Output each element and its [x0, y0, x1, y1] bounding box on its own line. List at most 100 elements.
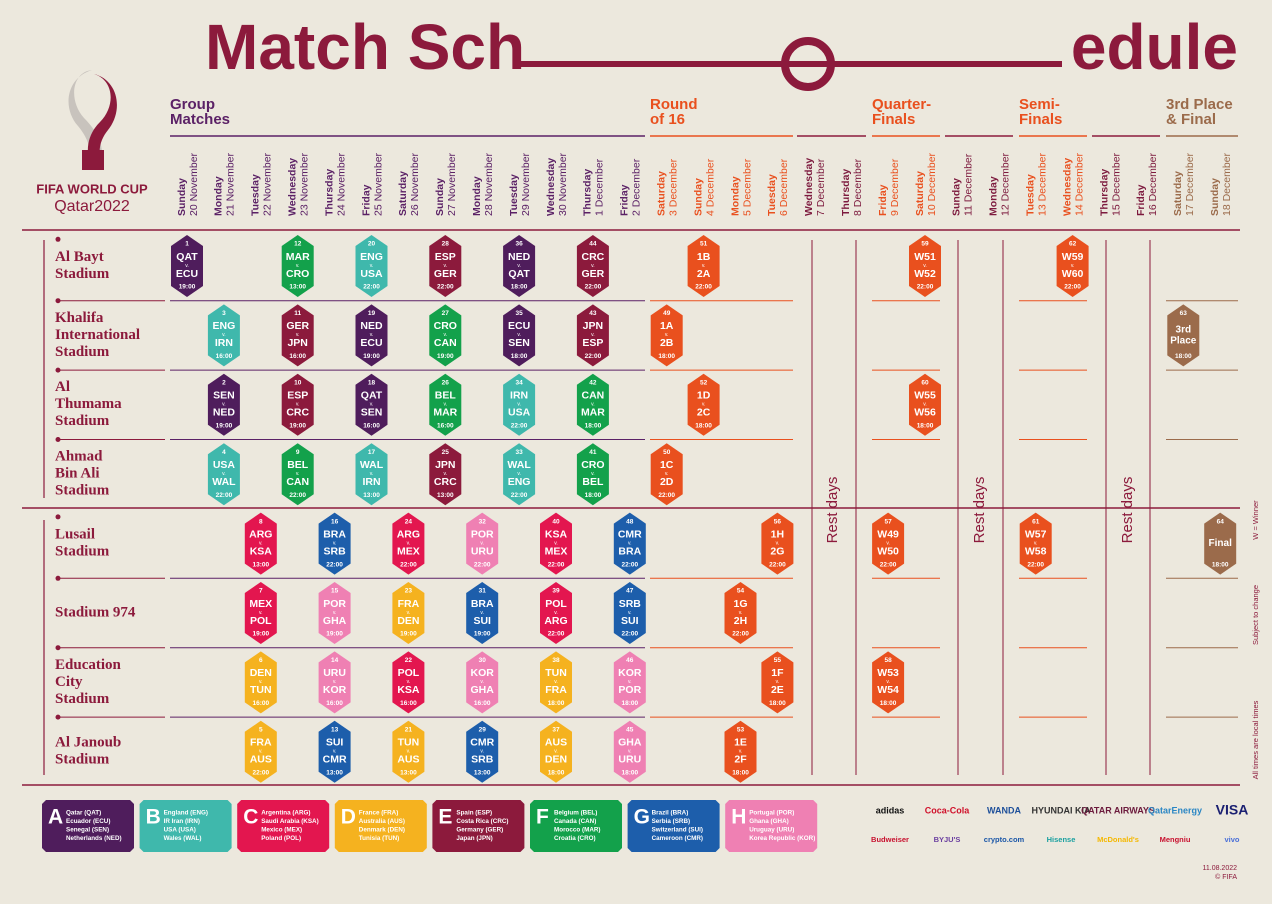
- match-badge: [576, 373, 609, 436]
- match-badge: [1204, 512, 1237, 575]
- away-team: ECU: [360, 337, 382, 349]
- away-team: BEL: [582, 476, 604, 488]
- kickoff-time: 13:00: [474, 770, 491, 777]
- match-badge: [576, 443, 609, 506]
- versus: v.: [296, 471, 300, 477]
- kickoff-time: 18:00: [548, 700, 565, 707]
- versus: v.: [222, 471, 226, 477]
- kickoff-time: 22:00: [363, 284, 380, 291]
- match-badge: [355, 235, 388, 297]
- home-team: W49: [877, 528, 899, 540]
- kickoff-time: 22:00: [880, 561, 897, 568]
- home-team: QAT: [176, 251, 198, 263]
- match-number: 18: [368, 380, 376, 387]
- group-team: Brazil (BRA): [652, 810, 689, 817]
- kickoff-time: 22:00: [326, 561, 343, 568]
- weekday: Sunday: [951, 178, 963, 216]
- weekday: Monday: [729, 176, 741, 216]
- match-badge: [392, 512, 425, 575]
- away-team: ESP: [582, 337, 603, 349]
- match-badge: [613, 720, 646, 783]
- kickoff-time: 22:00: [769, 561, 786, 568]
- match-badge: [503, 373, 536, 436]
- kickoff-time: 18:00: [917, 423, 934, 430]
- stadium-name: Stadium: [55, 344, 110, 360]
- row-dot: [55, 236, 61, 242]
- match-badge: [540, 720, 572, 783]
- stadium-name: Stadium: [55, 752, 110, 768]
- away-team: AUS: [397, 754, 419, 766]
- group-team: Qatar (QAT): [66, 810, 101, 817]
- match-number: 40: [552, 518, 560, 525]
- group-box: [42, 800, 134, 852]
- stadium-name: Bin Ali: [55, 466, 100, 482]
- away-team: CRC: [286, 407, 309, 419]
- match-number: 64: [1217, 518, 1225, 525]
- versus: v.: [333, 679, 337, 685]
- versus: v.: [517, 402, 521, 408]
- match-number: 30: [479, 657, 487, 664]
- versus: v.: [591, 332, 595, 338]
- weekday: Tuesday: [766, 174, 778, 216]
- match: 52 1Dv.2C 18:00: [687, 373, 720, 436]
- home-team: KOR: [618, 667, 642, 679]
- kickoff-time: 22:00: [511, 423, 528, 430]
- match-badge: [724, 582, 757, 644]
- kickoff-time: 18:00: [621, 700, 638, 707]
- away-team: SEN: [361, 407, 383, 419]
- match-badge: [687, 235, 720, 297]
- date: 20 November: [188, 152, 200, 216]
- home-team: GER: [286, 320, 309, 332]
- away-team: BRA: [618, 545, 641, 557]
- date: 27 November: [446, 152, 458, 216]
- away-team: 2F: [734, 754, 747, 766]
- weekday: Sunday: [176, 178, 188, 216]
- match-badge: [318, 582, 351, 644]
- away-team: 2A: [697, 268, 711, 280]
- match-number: 28: [442, 241, 450, 248]
- sponsor: HYUNDAI KIA: [1031, 805, 1091, 815]
- match-badge: [576, 304, 609, 367]
- kickoff-time: 13:00: [363, 492, 380, 499]
- match-number: 62: [1069, 241, 1077, 248]
- stage-label: Finals: [872, 111, 915, 128]
- date: 17 December: [1184, 152, 1196, 216]
- versus: v.: [517, 332, 521, 338]
- away-team: W56: [914, 407, 936, 419]
- kickoff-time: 22:00: [548, 561, 565, 568]
- away-team: IRN: [362, 476, 380, 488]
- home-team: W59: [1062, 251, 1084, 263]
- home-team: AUS: [545, 737, 567, 749]
- away-team: SEN: [508, 337, 530, 349]
- match-badge: [872, 651, 905, 714]
- date: 12 December: [1000, 152, 1012, 216]
- match-number: 34: [515, 380, 523, 387]
- away-team: KSA: [397, 684, 420, 696]
- versus: v.: [407, 540, 411, 546]
- group-letter: A: [48, 806, 63, 829]
- match-number: 61: [1032, 518, 1040, 525]
- home-team: W57: [1025, 528, 1047, 540]
- kickoff-time: 19:00: [400, 631, 417, 638]
- match-number: 44: [589, 241, 597, 248]
- versus: v.: [554, 610, 558, 616]
- versus: v.: [259, 540, 263, 546]
- stadium-name: City: [55, 674, 83, 690]
- match-number: 5: [259, 727, 263, 734]
- weekday: Wednesday: [286, 158, 298, 216]
- match-number: 23: [405, 588, 413, 595]
- home-team: BRA: [323, 528, 346, 540]
- group-letter: B: [146, 806, 161, 829]
